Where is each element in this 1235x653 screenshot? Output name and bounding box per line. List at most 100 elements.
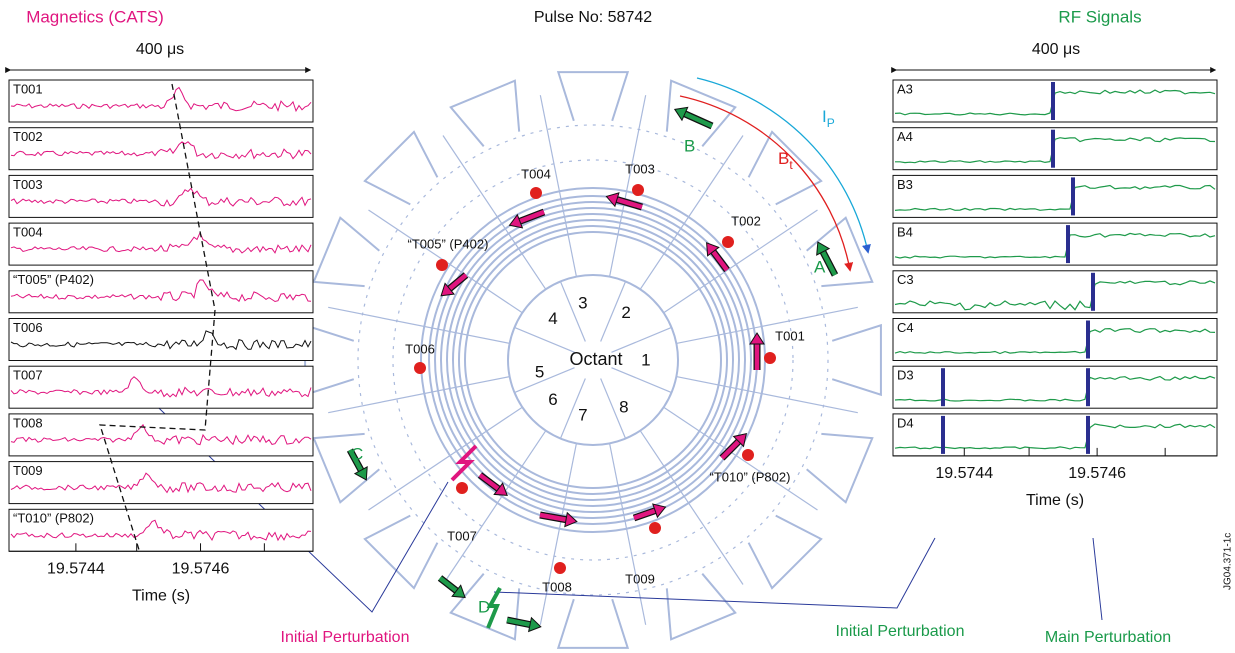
spoke <box>328 306 510 345</box>
trace-label: B4 <box>897 225 913 240</box>
perturbation-arrow <box>605 192 620 208</box>
ring <box>452 219 734 501</box>
current-label: IP <box>822 107 835 130</box>
trace <box>894 375 1216 402</box>
antenna-label: A <box>814 257 826 276</box>
port <box>747 514 823 590</box>
delay-line <box>99 83 216 554</box>
ring <box>357 124 829 596</box>
magnetics-title: Magnetics (CATS) <box>26 7 164 26</box>
sensor-dot <box>530 187 542 199</box>
sensor-label: “T010” (P802) <box>710 469 791 484</box>
sensor-dot <box>414 362 426 374</box>
field-label: Bt <box>778 149 793 172</box>
antenna-arrow <box>348 448 364 474</box>
port <box>556 71 630 122</box>
perturbation-arrow <box>614 196 643 210</box>
antenna-label: D <box>478 597 490 616</box>
sensor-label: T006 <box>405 341 435 356</box>
sensor-dot <box>554 562 566 574</box>
octant-number: 5 <box>535 363 544 382</box>
perturbation-arrow <box>720 438 742 460</box>
trace <box>10 187 312 207</box>
port <box>449 573 521 641</box>
trace-label: D3 <box>897 368 914 383</box>
ring <box>434 201 752 519</box>
port <box>363 130 439 206</box>
trace <box>894 280 1216 311</box>
trace-label: T004 <box>13 225 43 240</box>
trace <box>894 232 1216 259</box>
spoke <box>676 306 858 345</box>
sensor-label: T009 <box>625 571 655 586</box>
trace <box>10 141 312 160</box>
antenna-arrow <box>438 576 460 594</box>
sensor-dot <box>456 482 468 494</box>
spoke <box>539 95 578 277</box>
spoke <box>663 406 818 511</box>
trace-label: T006 <box>13 320 43 335</box>
trace-panel <box>8 413 314 457</box>
antenna-label: B <box>684 136 695 155</box>
trace-label: A4 <box>897 129 913 144</box>
perturbation-arrow <box>706 242 720 257</box>
trace-panel <box>8 127 314 171</box>
ring <box>458 225 728 495</box>
trace <box>894 184 1216 211</box>
perturbation-spark <box>450 444 478 482</box>
trace-label: T008 <box>13 415 43 430</box>
port <box>806 432 874 504</box>
annotation: Initial Perturbation <box>836 623 965 640</box>
trace-label: “T010” (P802) <box>13 511 94 526</box>
annotation-line <box>493 537 936 609</box>
antenna-label: C <box>351 444 363 463</box>
sensor-label: T004 <box>521 166 551 181</box>
perturbation-arrow <box>493 482 508 496</box>
trace-label: C3 <box>897 272 914 287</box>
perturbation-arrow <box>539 512 569 523</box>
trace <box>10 330 312 351</box>
current-sub: P <box>827 116 835 130</box>
octant-number: 4 <box>548 309 557 328</box>
perturbation-arrow <box>652 503 667 519</box>
trace-panel <box>892 318 1218 361</box>
trace-panel <box>8 174 314 218</box>
spoke <box>442 430 547 585</box>
port <box>449 79 521 147</box>
perturbation-arrow <box>732 432 748 448</box>
trace-label: T002 <box>13 129 43 144</box>
field-main: B <box>778 149 789 168</box>
octant-divider <box>559 281 586 342</box>
perturbation-arrow <box>517 209 545 225</box>
octant-number: 8 <box>619 397 628 416</box>
octant-divider <box>514 367 575 394</box>
antenna-arrow <box>816 241 831 256</box>
port <box>665 573 737 641</box>
octant-number: 2 <box>621 303 630 322</box>
octant-number: 3 <box>578 293 587 312</box>
trace <box>10 423 312 446</box>
x-tick-label: 19.5746 <box>1068 465 1126 482</box>
spoke <box>539 443 578 625</box>
annotation-line <box>1092 537 1103 621</box>
annotation: Initial Perturbation <box>281 629 410 646</box>
antenna-arrow <box>353 466 368 481</box>
perturbation-arrow <box>440 282 455 297</box>
x-axis-label: Time (s) <box>132 588 190 605</box>
figure-id: JG04.371-1c <box>1223 533 1234 590</box>
annotation: Main Perturbation <box>1045 629 1171 646</box>
sensor-label: T001 <box>775 328 805 343</box>
ring <box>392 159 794 561</box>
perturbation-arrow <box>749 332 765 345</box>
perturbation-arrow <box>710 248 729 272</box>
trace-panel <box>8 270 314 314</box>
sensor-dot <box>632 184 644 196</box>
trace-label: C4 <box>897 320 914 335</box>
trace-label: “T005” (P402) <box>13 272 94 287</box>
port <box>665 79 737 147</box>
antenna-arrow <box>682 110 713 129</box>
trace-label: D4 <box>897 415 914 430</box>
trace-panel <box>892 365 1218 409</box>
x-axis-label: Time (s) <box>1026 492 1084 509</box>
